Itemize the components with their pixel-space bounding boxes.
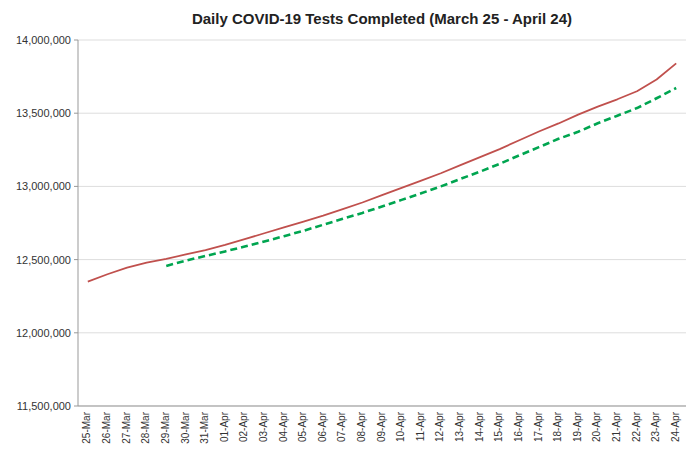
x-tick-label: 15-Apr [493,411,504,442]
y-tick-label: 14,000,000 [16,34,71,46]
series-line [166,88,676,266]
grid [78,40,686,406]
x-tick-label: 29-Mar [160,411,171,443]
x-tick-label: 31-Mar [199,411,210,443]
x-tick-label: 05-Apr [297,411,308,442]
x-tick-label: 06-Apr [317,411,328,442]
series-line [88,63,676,281]
x-tick-label: 27-Mar [121,411,132,443]
chart: Daily COVID-19 Tests Completed (March 25… [0,0,696,463]
grid-line [78,406,686,407]
x-tick-label: 11-Apr [415,411,426,441]
x-tick-label: 03-Apr [258,411,269,442]
x-tick-label: 02-Apr [238,411,249,442]
x-tick-label: 18-Apr [552,411,563,442]
x-tick-label: 16-Apr [513,411,524,442]
x-tick-label: 21-Apr [611,411,622,442]
x-tick-label: 19-Apr [572,411,583,442]
grid-line [78,332,686,333]
x-tick-label: 17-Apr [533,411,544,442]
plot-area [88,63,676,281]
grid-line [78,113,686,114]
x-tick-label: 25-Mar [81,411,92,443]
x-tick-label: 24-Apr [670,411,681,442]
x-tick-label: 23-Apr [650,411,661,442]
x-tick-label: 13-Apr [454,411,465,442]
x-tick-label: 04-Apr [278,411,289,442]
y-tick [74,186,78,187]
y-tick-label: 11,500,000 [17,400,71,412]
x-tick-label: 08-Apr [356,411,367,442]
x-tick-label: 30-Mar [180,411,191,443]
y-tick [74,113,78,114]
grid-line [78,186,686,187]
y-tick [74,40,78,41]
x-tick-label: 28-Mar [140,411,151,443]
x-tick-label: 12-Apr [434,411,445,442]
grid-line [78,40,686,41]
y-tick-label: 12,500,000 [16,254,71,266]
x-tick-label: 22-Apr [631,411,642,442]
x-tick-label: 09-Apr [376,411,387,442]
x-tick-label: 01-Apr [219,411,230,442]
title: Daily COVID-19 Tests Completed (March 25… [192,10,572,27]
y-axis [78,40,79,406]
x-tick-label: 14-Apr [474,411,485,442]
x-tick-label: 10-Apr [395,411,406,442]
x-axis [78,406,686,407]
y-tick [74,259,78,260]
x-tick-label: 20-Apr [591,411,602,442]
y-tick [74,406,78,407]
y-tick-label: 13,000,000 [16,180,71,192]
y-tick-label: 12,000,000 [16,327,71,339]
grid-line [78,259,686,260]
y-tick-label: 13,500,000 [16,107,71,119]
x-tick-label: 26-Mar [101,411,112,443]
y-tick [74,332,78,333]
x-tick-label: 07-Apr [336,411,347,442]
